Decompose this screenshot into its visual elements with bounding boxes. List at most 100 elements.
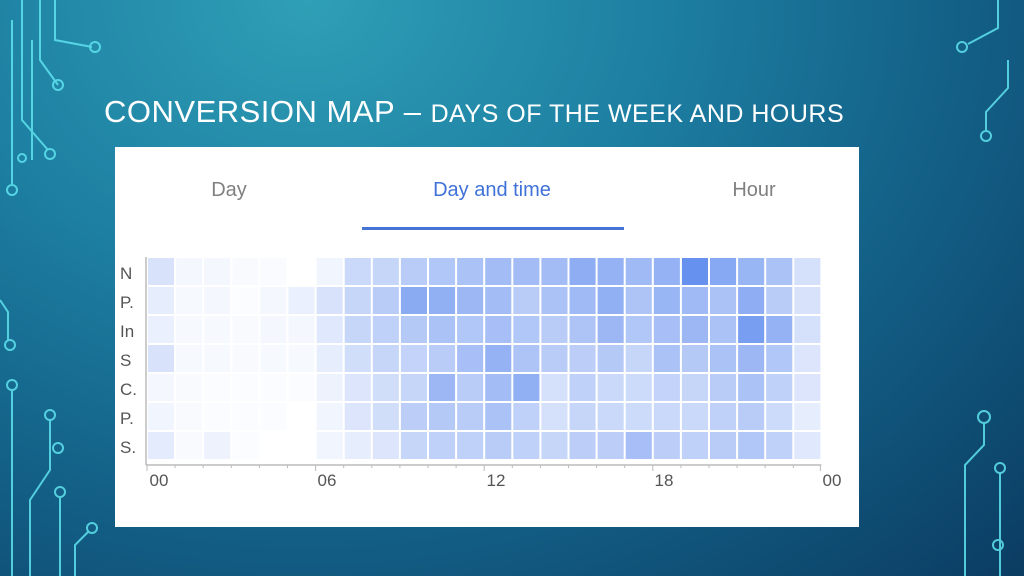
heatmap-cell[interactable] bbox=[625, 345, 652, 372]
heatmap-cell[interactable] bbox=[794, 432, 821, 459]
heatmap-cell[interactable] bbox=[794, 258, 821, 285]
heatmap-cell[interactable] bbox=[681, 258, 708, 285]
heatmap-cell[interactable] bbox=[148, 258, 175, 285]
heatmap-cell[interactable] bbox=[429, 403, 456, 430]
heatmap-cell[interactable] bbox=[738, 403, 765, 430]
heatmap-cell[interactable] bbox=[457, 316, 484, 343]
heatmap-cell[interactable] bbox=[372, 345, 399, 372]
heatmap-cell[interactable] bbox=[541, 258, 568, 285]
tab-day[interactable]: Day bbox=[211, 179, 247, 201]
heatmap-cell[interactable] bbox=[372, 258, 399, 285]
heatmap-cell[interactable] bbox=[794, 316, 821, 343]
heatmap-cell[interactable] bbox=[316, 403, 343, 430]
heatmap-cell[interactable] bbox=[710, 258, 737, 285]
heatmap-cell[interactable] bbox=[794, 345, 821, 372]
heatmap-cell[interactable] bbox=[766, 345, 793, 372]
heatmap-cell[interactable] bbox=[513, 403, 540, 430]
heatmap-cell[interactable] bbox=[429, 316, 456, 343]
heatmap-cell[interactable] bbox=[710, 287, 737, 314]
heatmap-cell[interactable] bbox=[260, 316, 287, 343]
heatmap-cell[interactable] bbox=[766, 316, 793, 343]
heatmap-cell[interactable] bbox=[569, 345, 596, 372]
heatmap-cell[interactable] bbox=[288, 345, 315, 372]
heatmap-cell[interactable] bbox=[485, 374, 512, 401]
heatmap-cell[interactable] bbox=[372, 316, 399, 343]
heatmap-cell[interactable] bbox=[260, 345, 287, 372]
heatmap-cell[interactable] bbox=[625, 403, 652, 430]
heatmap-cell[interactable] bbox=[625, 287, 652, 314]
heatmap-cell[interactable] bbox=[597, 374, 624, 401]
heatmap-cell[interactable] bbox=[148, 432, 175, 459]
heatmap-cell[interactable] bbox=[766, 374, 793, 401]
heatmap-cell[interactable] bbox=[457, 403, 484, 430]
heatmap-cell[interactable] bbox=[372, 374, 399, 401]
heatmap-cell[interactable] bbox=[429, 345, 456, 372]
heatmap-cell[interactable] bbox=[372, 403, 399, 430]
heatmap-cell[interactable] bbox=[653, 374, 680, 401]
heatmap-cell[interactable] bbox=[232, 403, 259, 430]
heatmap-cell[interactable] bbox=[457, 374, 484, 401]
heatmap-cell[interactable] bbox=[457, 345, 484, 372]
heatmap-cell[interactable] bbox=[541, 316, 568, 343]
heatmap-cell[interactable] bbox=[316, 345, 343, 372]
heatmap-cell[interactable] bbox=[204, 432, 231, 459]
heatmap-cell[interactable] bbox=[625, 258, 652, 285]
heatmap-cell[interactable] bbox=[204, 258, 231, 285]
heatmap-cell[interactable] bbox=[204, 345, 231, 372]
heatmap-cell[interactable] bbox=[597, 287, 624, 314]
heatmap-cell[interactable] bbox=[569, 258, 596, 285]
heatmap-cell[interactable] bbox=[485, 403, 512, 430]
heatmap-cell[interactable] bbox=[316, 316, 343, 343]
heatmap-cell[interactable] bbox=[260, 258, 287, 285]
heatmap-cell[interactable] bbox=[681, 287, 708, 314]
heatmap-cell[interactable] bbox=[344, 287, 371, 314]
heatmap-cell[interactable] bbox=[569, 316, 596, 343]
heatmap-cell[interactable] bbox=[288, 258, 315, 285]
heatmap-cell[interactable] bbox=[513, 316, 540, 343]
heatmap-cell[interactable] bbox=[710, 345, 737, 372]
heatmap-cell[interactable] bbox=[176, 432, 203, 459]
tab-hour[interactable]: Hour bbox=[732, 179, 776, 201]
heatmap-cell[interactable] bbox=[513, 432, 540, 459]
heatmap-cell[interactable] bbox=[232, 345, 259, 372]
heatmap-cell[interactable] bbox=[429, 374, 456, 401]
heatmap-cell[interactable] bbox=[232, 374, 259, 401]
heatmap-cell[interactable] bbox=[569, 374, 596, 401]
heatmap-cell[interactable] bbox=[569, 403, 596, 430]
heatmap-cell[interactable] bbox=[232, 258, 259, 285]
heatmap-cell[interactable] bbox=[316, 374, 343, 401]
heatmap-cell[interactable] bbox=[738, 345, 765, 372]
heatmap-cell[interactable] bbox=[400, 432, 427, 459]
heatmap-cell[interactable] bbox=[794, 287, 821, 314]
heatmap-cell[interactable] bbox=[794, 403, 821, 430]
heatmap-cell[interactable] bbox=[766, 403, 793, 430]
heatmap-cell[interactable] bbox=[625, 432, 652, 459]
heatmap-cell[interactable] bbox=[400, 287, 427, 314]
heatmap-cell[interactable] bbox=[260, 374, 287, 401]
heatmap-cell[interactable] bbox=[653, 403, 680, 430]
heatmap-cell[interactable] bbox=[288, 287, 315, 314]
heatmap-cell[interactable] bbox=[653, 258, 680, 285]
heatmap-cell[interactable] bbox=[288, 432, 315, 459]
heatmap-cell[interactable] bbox=[681, 374, 708, 401]
heatmap-cell[interactable] bbox=[485, 287, 512, 314]
heatmap-cell[interactable] bbox=[372, 287, 399, 314]
heatmap-cell[interactable] bbox=[597, 403, 624, 430]
heatmap-cell[interactable] bbox=[344, 432, 371, 459]
heatmap-cell[interactable] bbox=[457, 287, 484, 314]
heatmap-cell[interactable] bbox=[148, 374, 175, 401]
heatmap-cell[interactable] bbox=[794, 374, 821, 401]
heatmap-cell[interactable] bbox=[710, 374, 737, 401]
heatmap-cell[interactable] bbox=[710, 403, 737, 430]
heatmap-cell[interactable] bbox=[738, 287, 765, 314]
heatmap-cell[interactable] bbox=[429, 287, 456, 314]
heatmap-cell[interactable] bbox=[176, 316, 203, 343]
heatmap-cell[interactable] bbox=[429, 432, 456, 459]
heatmap-cell[interactable] bbox=[457, 258, 484, 285]
heatmap-cell[interactable] bbox=[344, 258, 371, 285]
heatmap-cell[interactable] bbox=[625, 316, 652, 343]
heatmap-cell[interactable] bbox=[569, 432, 596, 459]
heatmap-cell[interactable] bbox=[457, 432, 484, 459]
heatmap-cell[interactable] bbox=[541, 403, 568, 430]
heatmap-cell[interactable] bbox=[148, 287, 175, 314]
